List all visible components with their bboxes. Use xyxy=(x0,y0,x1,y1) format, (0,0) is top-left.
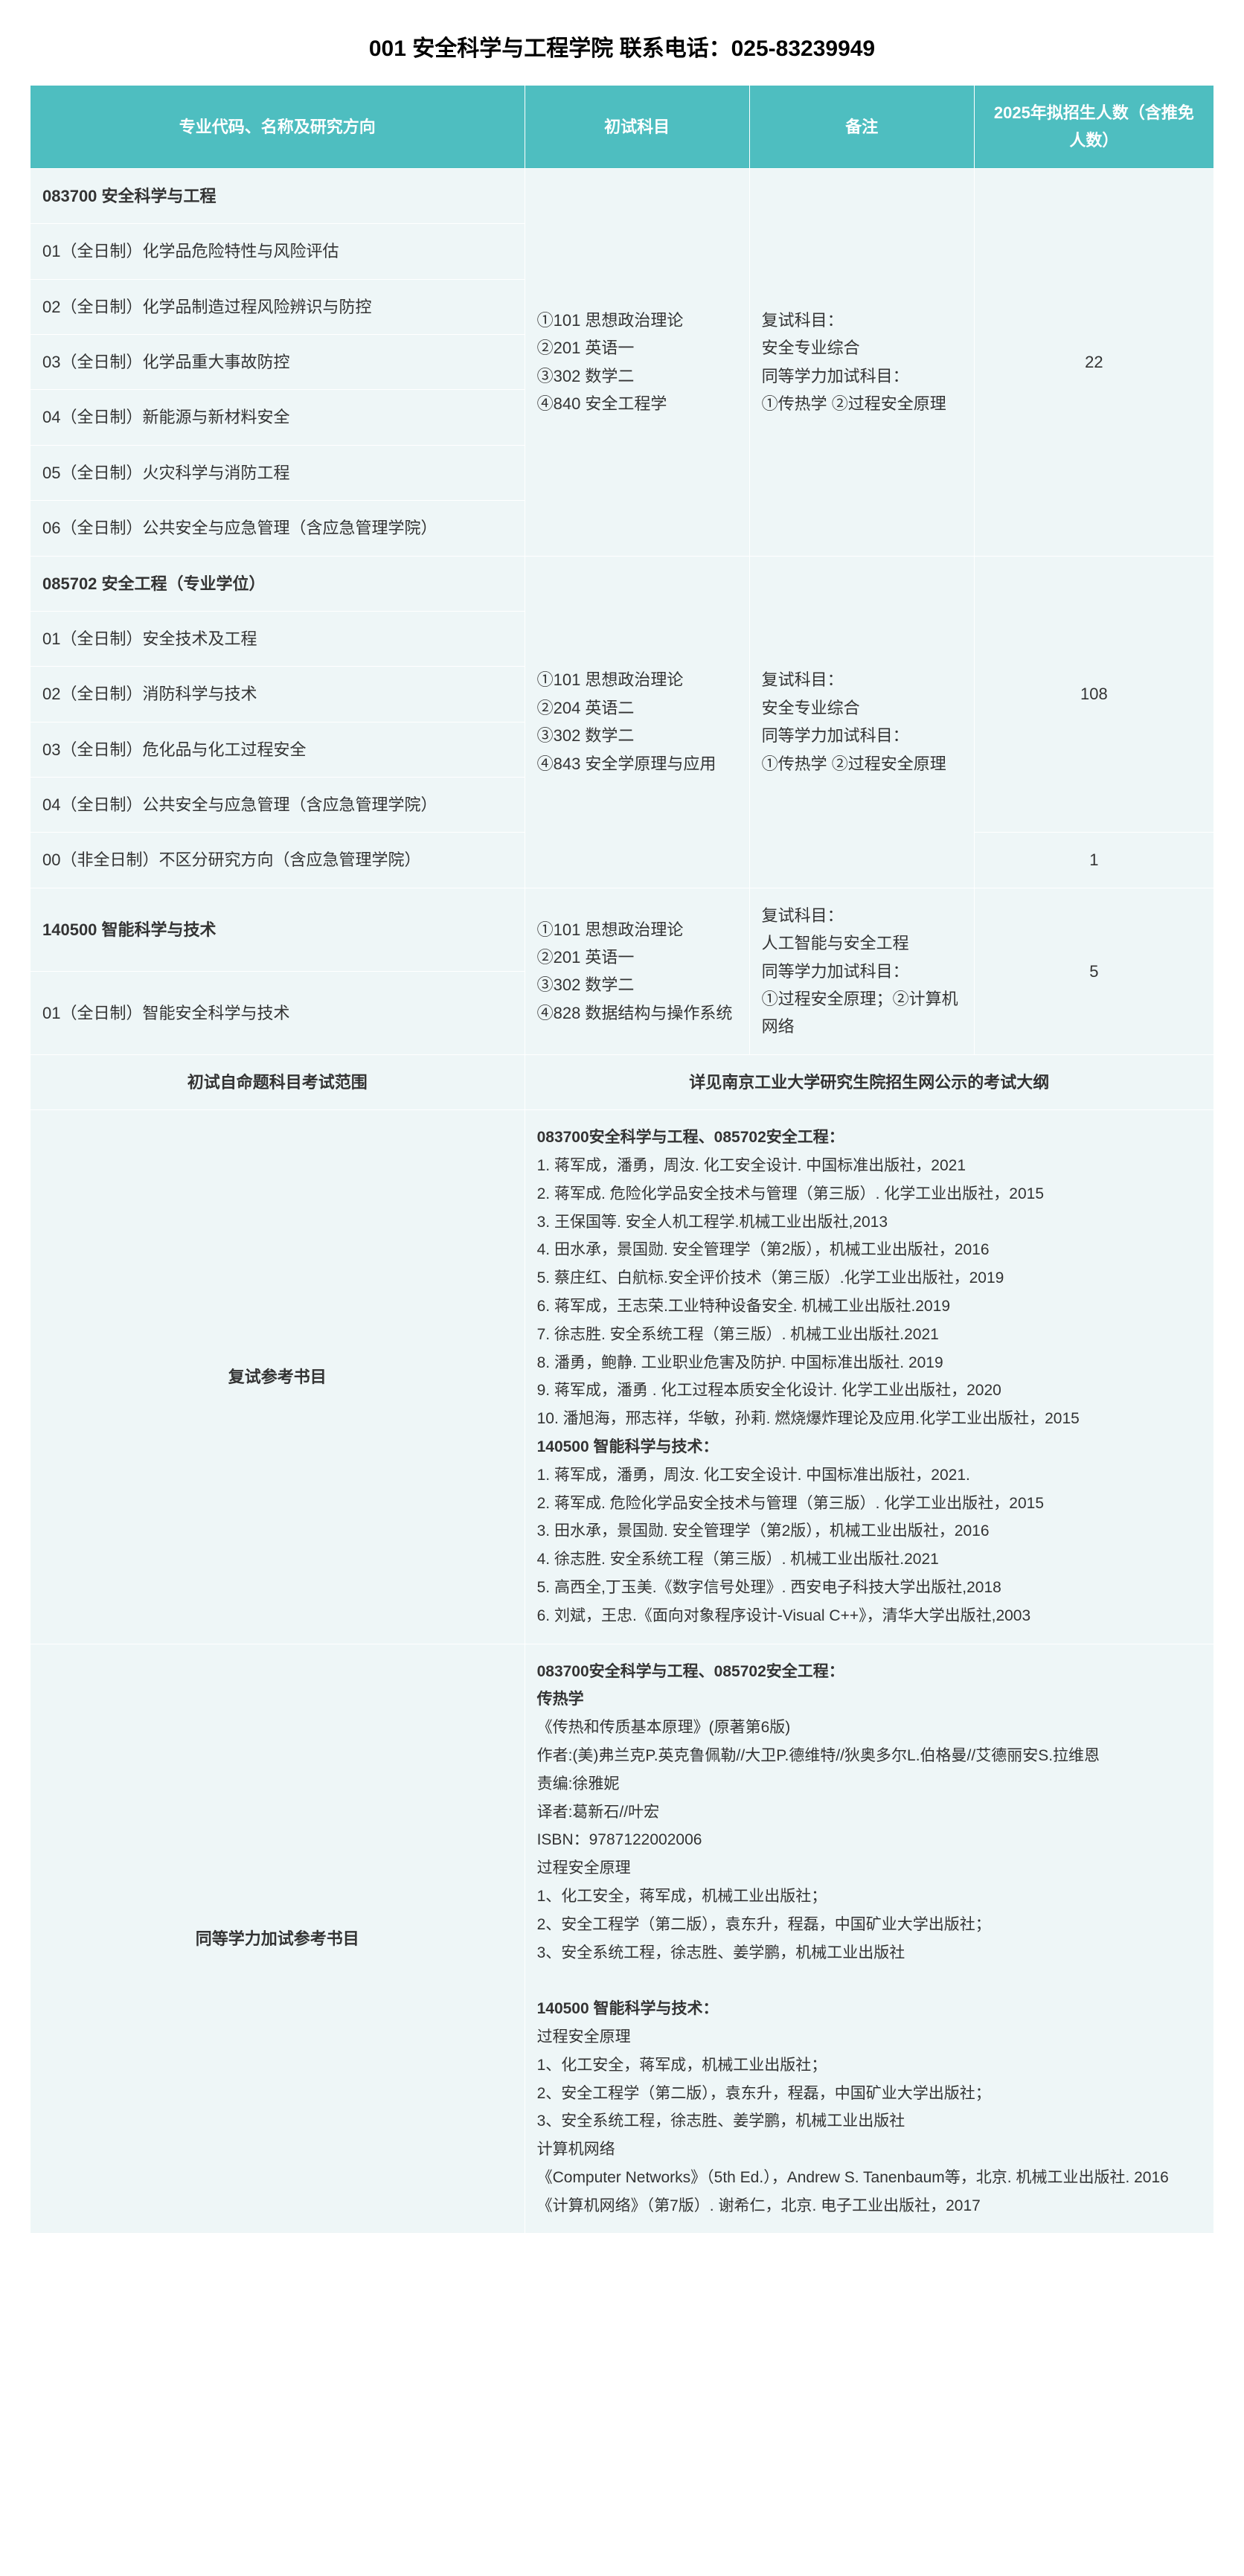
page-title: 001 安全科学与工程学院 联系电话：025-83239949 xyxy=(30,30,1214,63)
direction-cell: 06（全日制）公共安全与应急管理（含应急管理学院） xyxy=(31,501,525,556)
add-books-label: 同等学力加试参考书目 xyxy=(31,1644,525,2234)
major-header: 083700 安全科学与工程 xyxy=(31,168,525,223)
table-row: 083700 安全科学与工程①101 思想政治理论 ②201 英语一 ③302 … xyxy=(31,168,1214,223)
ref-books-label: 复试参考书目 xyxy=(31,1110,525,1644)
note-cell: 复试科目： 安全专业综合 同等学力加试科目： ①传热学 ②过程安全原理 xyxy=(749,556,974,888)
exam-cell: ①101 思想政治理论 ②204 英语二 ③302 数学二 ④843 安全学原理… xyxy=(525,556,749,888)
direction-cell: 04（全日制）新能源与新材料安全 xyxy=(31,390,525,445)
quota-cell: 1 xyxy=(974,833,1213,888)
table-row: 同等学力加试参考书目083700安全科学与工程、085702安全工程：传热学《传… xyxy=(31,1644,1214,2234)
header-row: 专业代码、名称及研究方向 初试科目 备注 2025年拟招生人数（含推免人数） xyxy=(31,86,1214,169)
direction-cell: 01（全日制）化学品危险特性与风险评估 xyxy=(31,224,525,279)
quota-cell: 22 xyxy=(974,168,1213,556)
direction-cell: 05（全日制）火灾科学与消防工程 xyxy=(31,445,525,500)
exam-range-value: 详见南京工业大学研究生院招生网公示的考试大纲 xyxy=(525,1054,1213,1109)
table-row: 复试参考书目083700安全科学与工程、085702安全工程：1. 蒋军成，潘勇… xyxy=(31,1110,1214,1644)
direction-cell: 03（全日制）化学品重大事故防控 xyxy=(31,334,525,389)
note-cell: 复试科目： 人工智能与安全工程 同等学力加试科目： ①过程安全原理；②计算机网络 xyxy=(749,888,974,1054)
direction-cell: 03（全日制）危化品与化工过程安全 xyxy=(31,722,525,777)
direction-cell: 01（全日制）智能安全科学与技术 xyxy=(31,971,525,1054)
table-row: 140500 智能科学与技术①101 思想政治理论 ②201 英语一 ③302 … xyxy=(31,888,1214,971)
ref-books-content: 083700安全科学与工程、085702安全工程：1. 蒋军成，潘勇，周汝. 化… xyxy=(525,1110,1213,1644)
major-header: 140500 智能科学与技术 xyxy=(31,888,525,971)
add-books-content: 083700安全科学与工程、085702安全工程：传热学《传热和传质基本原理》(… xyxy=(525,1644,1213,2234)
exam-cell: ①101 思想政治理论 ②201 英语一 ③302 数学二 ④840 安全工程学 xyxy=(525,168,749,556)
header-note: 备注 xyxy=(749,86,974,169)
quota-cell: 5 xyxy=(974,888,1213,1054)
admission-table: 专业代码、名称及研究方向 初试科目 备注 2025年拟招生人数（含推免人数） 0… xyxy=(30,85,1214,2234)
direction-cell: 04（全日制）公共安全与应急管理（含应急管理学院） xyxy=(31,778,525,833)
header-major: 专业代码、名称及研究方向 xyxy=(31,86,525,169)
direction-cell: 00（非全日制）不区分研究方向（含应急管理学院） xyxy=(31,833,525,888)
quota-cell: 108 xyxy=(974,556,1213,833)
exam-range-label: 初试自命题科目考试范围 xyxy=(31,1054,525,1109)
major-header: 085702 安全工程（专业学位） xyxy=(31,556,525,611)
exam-cell: ①101 思想政治理论 ②201 英语一 ③302 数学二 ④828 数据结构与… xyxy=(525,888,749,1054)
note-cell: 复试科目： 安全专业综合 同等学力加试科目： ①传热学 ②过程安全原理 xyxy=(749,168,974,556)
direction-cell: 02（全日制）化学品制造过程风险辨识与防控 xyxy=(31,279,525,334)
header-exam: 初试科目 xyxy=(525,86,749,169)
direction-cell: 02（全日制）消防科学与技术 xyxy=(31,667,525,722)
direction-cell: 01（全日制）安全技术及工程 xyxy=(31,611,525,666)
header-quota: 2025年拟招生人数（含推免人数） xyxy=(974,86,1213,169)
table-row: 初试自命题科目考试范围详见南京工业大学研究生院招生网公示的考试大纲 xyxy=(31,1054,1214,1109)
table-row: 085702 安全工程（专业学位）①101 思想政治理论 ②204 英语二 ③3… xyxy=(31,556,1214,611)
